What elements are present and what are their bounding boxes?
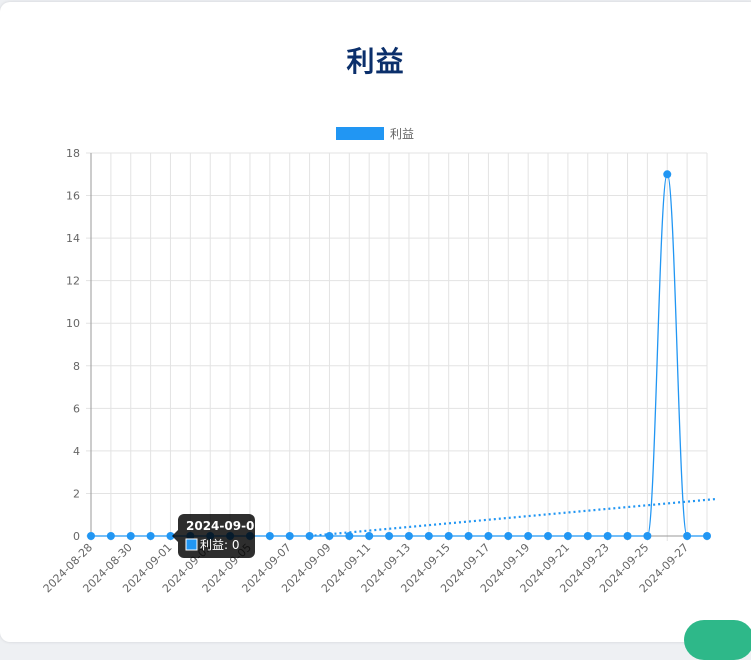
data-point[interactable] xyxy=(663,170,672,179)
y-tick-label: 2 xyxy=(73,487,80,500)
tooltip-label: 利益: 0 xyxy=(200,538,240,552)
y-tick-label: 18 xyxy=(66,147,80,160)
data-point[interactable] xyxy=(126,532,135,540)
legend-swatch[interactable] xyxy=(336,127,384,140)
legend-label[interactable]: 利益 xyxy=(390,127,414,141)
data-point[interactable] xyxy=(603,532,612,540)
y-tick-label: 8 xyxy=(73,360,80,373)
data-point[interactable] xyxy=(385,532,394,540)
data-point[interactable] xyxy=(643,532,652,540)
profit-line-chart: 0246810121416182024-08-282024-08-302024-… xyxy=(41,127,717,595)
y-tick-label: 14 xyxy=(66,232,80,245)
profit-series-line xyxy=(91,173,707,537)
y-tick-label: 16 xyxy=(66,190,80,203)
trend-line xyxy=(309,497,717,538)
tooltip-caret xyxy=(172,530,178,542)
data-point[interactable] xyxy=(583,532,592,540)
tooltip-swatch xyxy=(185,538,198,551)
data-point[interactable] xyxy=(365,532,374,540)
data-point[interactable] xyxy=(504,532,513,540)
y-tick-label: 10 xyxy=(66,317,80,330)
data-point[interactable] xyxy=(444,532,453,540)
data-point[interactable] xyxy=(285,532,294,540)
data-point[interactable] xyxy=(484,532,493,540)
tooltip-title: 2024-09-01 xyxy=(186,519,263,533)
data-point[interactable] xyxy=(305,532,314,540)
y-tick-label: 12 xyxy=(66,275,80,288)
data-point[interactable] xyxy=(146,532,155,540)
data-point[interactable] xyxy=(703,532,711,540)
page-title: 利益 xyxy=(346,45,405,78)
data-point[interactable] xyxy=(345,532,354,540)
data-point[interactable] xyxy=(325,532,334,540)
data-point[interactable] xyxy=(166,532,175,540)
y-tick-label: 4 xyxy=(73,445,80,458)
data-point[interactable] xyxy=(563,532,572,540)
floating-action-button[interactable] xyxy=(684,620,751,660)
data-point[interactable] xyxy=(424,532,433,540)
data-point[interactable] xyxy=(623,532,632,540)
y-tick-label: 6 xyxy=(73,402,80,415)
data-point[interactable] xyxy=(544,532,553,540)
y-tick-label: 0 xyxy=(73,530,80,543)
data-point[interactable] xyxy=(265,532,274,540)
data-point[interactable] xyxy=(404,532,413,540)
data-point[interactable] xyxy=(524,532,533,540)
data-point[interactable] xyxy=(464,532,473,540)
data-point[interactable] xyxy=(683,532,692,540)
data-point[interactable] xyxy=(106,532,115,540)
data-point[interactable] xyxy=(87,532,95,540)
